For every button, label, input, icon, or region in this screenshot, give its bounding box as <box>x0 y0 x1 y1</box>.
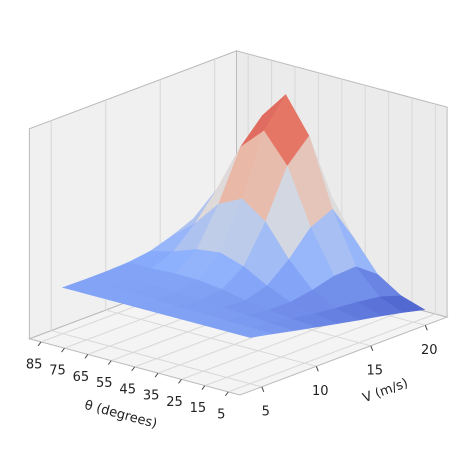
tick-mark <box>201 385 206 390</box>
x-tick-label: 5 <box>217 407 225 422</box>
x-tick-label: 55 <box>96 376 113 391</box>
tick-mark <box>84 354 89 359</box>
x-tick-label: 35 <box>143 389 160 404</box>
grid-line <box>51 330 262 388</box>
tick-mark <box>107 360 112 365</box>
tick-mark <box>61 347 65 353</box>
x-tick-label: 85 <box>26 357 43 372</box>
tick-mark <box>261 386 265 392</box>
surface <box>61 94 426 338</box>
grid-line <box>105 309 317 367</box>
tick-mark <box>424 325 428 331</box>
x-tick-label: 45 <box>119 382 136 397</box>
y-tick-label: 20 <box>421 343 438 358</box>
y-tick-label: 15 <box>367 363 384 378</box>
tick-mark <box>224 391 229 397</box>
tick-mark <box>315 366 319 372</box>
grid-line <box>204 307 413 387</box>
grid-line <box>228 313 436 393</box>
x-tick-label: 25 <box>166 395 183 410</box>
y-tick-label: 5 <box>262 404 270 419</box>
x-tick-label: 75 <box>49 364 66 379</box>
tick-mark <box>131 366 136 372</box>
y-tick-label: 10 <box>312 384 329 399</box>
tick-mark <box>154 372 159 378</box>
surface-patch <box>226 326 272 338</box>
x-tick-label: 15 <box>190 401 207 416</box>
y-axis-label: V (m/s) <box>361 376 410 406</box>
tick-mark <box>37 341 42 347</box>
tick-mark <box>178 379 182 384</box>
x-tick-label: 65 <box>73 370 90 385</box>
tick-mark <box>370 345 374 351</box>
